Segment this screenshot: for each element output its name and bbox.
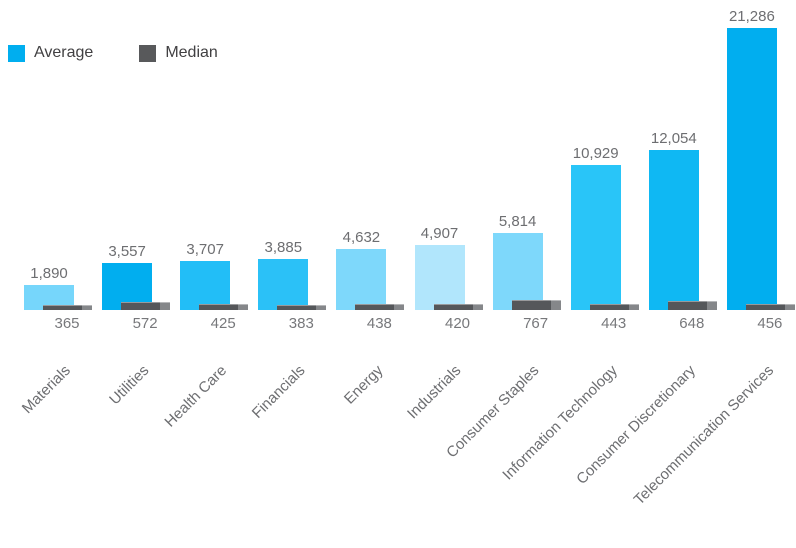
- value-label-median-industrials: 420: [444, 315, 471, 332]
- bar-average-consumer-discretionary[interactable]: [648, 150, 699, 310]
- bar-group-energy: 4,632 438: [323, 28, 405, 332]
- bar-median-consumer-discretionary[interactable]: [667, 301, 717, 310]
- value-label-median-energy: 438: [366, 315, 392, 332]
- bar-average-financials[interactable]: [258, 258, 309, 310]
- bar-group-financials: 3,885 383: [245, 28, 327, 332]
- legend: Average Median: [8, 44, 218, 62]
- value-label-average-health-care: 3,707: [186, 240, 224, 258]
- value-label-median-consumer-discretionary: 648: [679, 315, 705, 332]
- bar-group-industrials: 4,907 420: [402, 28, 483, 332]
- legend-swatch-average-icon: [8, 44, 25, 62]
- legend-label-median: Median: [165, 44, 218, 61]
- value-label-average-consumer-staples: 5,814: [498, 213, 537, 230]
- value-label-median-information-technology: 443: [601, 315, 627, 332]
- value-label-average-consumer-discretionary: 12,054: [650, 130, 697, 148]
- category-label-financials: Financials: [248, 362, 309, 422]
- bar-median-health-care[interactable]: [199, 304, 249, 310]
- bar-group-information-technology: 10,929 443: [558, 28, 639, 332]
- value-label-average-financials: 3,885: [264, 238, 303, 256]
- category-label-energy: Energy: [340, 362, 387, 408]
- bar-average-telecommunication-services[interactable]: [726, 28, 777, 310]
- category-label-industrials: Industrials: [404, 362, 465, 423]
- bar-group-consumer-staples: 5,814 767: [480, 28, 561, 332]
- bar-median-financials[interactable]: [277, 304, 327, 310]
- bar-median-consumer-staples[interactable]: [511, 299, 561, 310]
- bar-average-utilities[interactable]: [102, 262, 153, 310]
- bar-median-telecommunication-services[interactable]: [745, 304, 795, 310]
- value-label-median-health-care: 425: [210, 315, 236, 332]
- bar-median-information-technology[interactable]: [589, 304, 639, 310]
- bar-average-industrials[interactable]: [414, 245, 465, 310]
- value-label-average-energy: 4,632: [342, 228, 381, 246]
- value-label-average-materials: 1,890: [30, 265, 68, 282]
- bar-median-industrials[interactable]: [433, 304, 483, 310]
- value-label-average-information-technology: 10,929: [572, 145, 619, 163]
- legend-item-average[interactable]: Average: [8, 44, 93, 62]
- value-label-median-materials: 365: [54, 315, 80, 332]
- value-label-median-telecommunication-services: 456: [757, 315, 783, 332]
- value-label-median-consumer-staples: 767: [523, 315, 549, 332]
- bar-median-materials[interactable]: [43, 305, 92, 310]
- legend-swatch-median-icon: [139, 44, 157, 62]
- bar-group-telecommunication-services: 21,286 456: [714, 8, 795, 332]
- bar-median-energy[interactable]: [355, 304, 405, 310]
- value-label-median-financials: 383: [288, 315, 314, 332]
- value-label-average-utilities: 3,557: [108, 242, 146, 260]
- bar-average-consumer-staples[interactable]: [492, 233, 543, 310]
- category-label-utilities: Utilities: [105, 362, 153, 409]
- value-label-average-industrials: 4,907: [420, 225, 459, 242]
- bar-average-health-care[interactable]: [180, 260, 231, 310]
- value-label-average-telecommunication-services: 21,286: [728, 8, 775, 25]
- category-label-health-care: Health Care: [161, 362, 231, 431]
- value-label-median-utilities: 572: [132, 315, 158, 332]
- category-label-telecommunication-services: Telecommunication Services: [630, 362, 777, 509]
- legend-item-median[interactable]: Median: [139, 44, 218, 62]
- bar-median-utilities[interactable]: [121, 302, 171, 310]
- bar-group-health-care: 3,707 425: [167, 28, 249, 332]
- legend-label-average: Average: [34, 44, 94, 61]
- plot-area: 1,890 365 3,557 572 3,707 425 3,885 383 4,632 438…: [0, 8, 796, 332]
- bar-group-materials: 1,890 365: [11, 28, 92, 332]
- bar-average-information-technology[interactable]: [570, 165, 621, 310]
- bar-average-energy[interactable]: [336, 248, 387, 310]
- bar-group-utilities: 3,557 572: [89, 28, 171, 332]
- bar-group-consumer-discretionary: 12,054 648: [636, 28, 717, 332]
- category-label-materials: Materials: [18, 362, 75, 418]
